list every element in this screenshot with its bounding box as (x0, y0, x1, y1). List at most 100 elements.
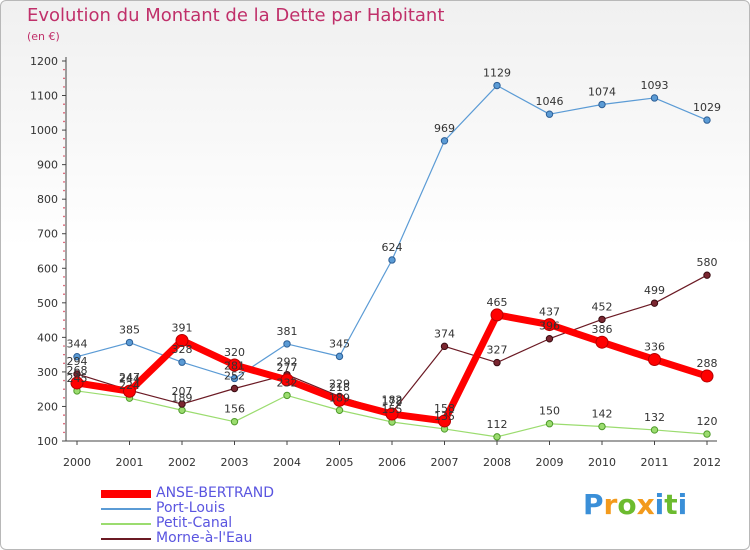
y-minor-dot (63, 112, 65, 114)
data-label: 1046 (536, 95, 564, 108)
data-label: 178 (382, 395, 403, 408)
data-point (598, 100, 606, 109)
y-tick-label: 1000 (30, 124, 58, 137)
y-minor-dot (63, 422, 65, 425)
data-point (438, 414, 451, 428)
data-label: 245 (67, 372, 88, 385)
data-label: 218 (329, 381, 350, 394)
y-minor-dot (63, 103, 65, 105)
data-point (543, 318, 556, 332)
data-label: 189 (329, 391, 350, 404)
data-point (283, 391, 291, 400)
data-point (178, 400, 186, 408)
data-point (545, 110, 554, 118)
proxiti-logo: Proxiti (583, 488, 687, 521)
x-tick-label: 2011 (641, 456, 669, 469)
data-label: 120 (697, 415, 718, 428)
logo-letter: P (583, 488, 604, 521)
data-label: 336 (644, 340, 665, 353)
y-tick-label: 1200 (30, 55, 58, 68)
data-point (440, 137, 449, 145)
legend-label: Port-Louis (156, 500, 225, 516)
data-label: 374 (434, 327, 455, 340)
data-label: 294 (67, 355, 88, 368)
data-label: 292 (277, 356, 298, 369)
data-point (178, 406, 186, 414)
y-tick-label: 600 (37, 262, 58, 275)
data-point (228, 358, 241, 372)
data-label: 156 (224, 403, 245, 416)
y-minor-dot (63, 310, 65, 313)
data-label: 344 (67, 338, 88, 351)
data-label: 396 (539, 320, 560, 333)
logo-letter: o (617, 488, 637, 521)
data-label: 268 (67, 364, 88, 377)
y-minor-dot (63, 414, 65, 416)
data-label: 499 (644, 284, 665, 297)
y-minor-dot (63, 207, 65, 209)
logo-letter: r (603, 488, 618, 521)
x-tick-label: 2008 (483, 456, 511, 469)
x-tick-label: 2009 (536, 456, 564, 469)
x-tick-label: 2006 (378, 456, 406, 469)
data-label: 150 (539, 405, 560, 418)
x-tick-label: 2004 (273, 456, 301, 469)
y-minor-dot (63, 77, 65, 80)
y-minor-dot (63, 362, 65, 365)
data-label: 252 (224, 369, 245, 382)
data-point (230, 384, 239, 393)
legend-swatch (101, 508, 151, 510)
data-point (650, 299, 659, 307)
y-minor-dot (63, 172, 65, 175)
x-tick-label: 2003 (221, 456, 249, 469)
legend-swatch (101, 523, 151, 525)
data-label: 328 (172, 343, 193, 356)
data-point (545, 420, 554, 428)
data-point (385, 407, 399, 421)
data-point (650, 94, 659, 102)
data-point (493, 433, 501, 441)
y-minor-dot (63, 146, 65, 149)
data-point (493, 81, 501, 90)
data-point (333, 393, 346, 407)
logo-letter: i (654, 488, 665, 521)
data-label: 232 (277, 376, 298, 389)
data-label: 969 (434, 122, 455, 135)
data-point (703, 116, 711, 124)
y-tick-label: 500 (37, 297, 58, 310)
y-tick-label: 100 (37, 435, 58, 448)
data-point (598, 315, 606, 324)
y-minor-dot (63, 68, 65, 71)
data-label: 189 (172, 391, 193, 404)
y-minor-dot (63, 276, 65, 278)
data-label: 385 (119, 324, 140, 337)
data-point (648, 352, 661, 366)
data-point (493, 358, 501, 367)
x-tick-label: 2012 (693, 456, 721, 469)
x-tick-label: 2007 (431, 456, 459, 469)
data-point (123, 384, 136, 398)
data-label: 580 (697, 256, 718, 269)
data-label: 112 (487, 418, 508, 431)
y-minor-dot (63, 258, 65, 261)
y-minor-dot (63, 137, 65, 140)
x-tick-label: 2002 (168, 456, 196, 469)
data-label: 244 (119, 372, 140, 385)
data-point (280, 373, 294, 387)
data-point (230, 374, 239, 383)
data-label: 624 (382, 241, 403, 254)
y-minor-dot (63, 224, 65, 226)
logo-letter: i (677, 488, 688, 521)
data-label: 1093 (641, 79, 669, 92)
data-point (703, 271, 711, 279)
x-tick-label: 2010 (588, 456, 616, 469)
data-label: 224 (119, 379, 140, 392)
legend-swatch (101, 490, 151, 498)
legend-label: ANSE-BERTRAND (156, 485, 275, 501)
logo-letter: x (636, 488, 655, 521)
y-minor-dot (63, 327, 65, 330)
data-point (545, 335, 554, 343)
data-point (335, 406, 344, 414)
